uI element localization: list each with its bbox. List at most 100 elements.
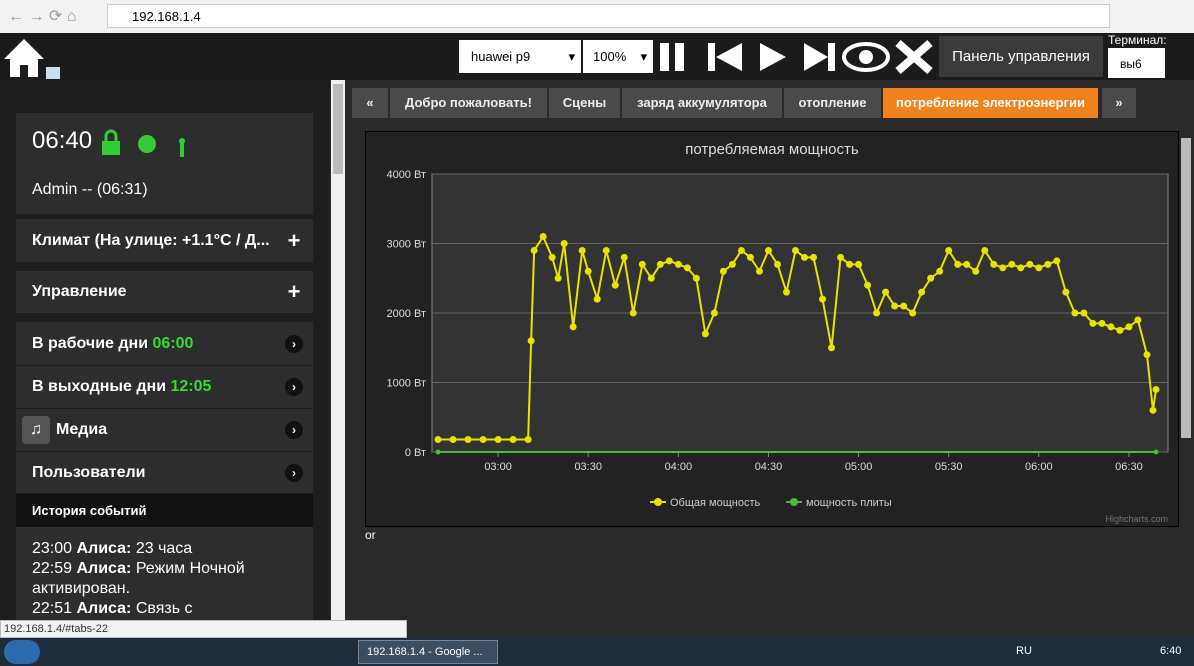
status-bar: 192.168.1.4/#tabs-22 [0,620,407,638]
tab[interactable]: заряд аккумулятора [622,88,782,118]
point [434,435,442,443]
event-text: 23 часа [135,540,193,557]
x-tick-label: 04:30 [755,461,783,473]
legend-label[interactable]: Общая мощность [670,497,760,509]
point [1143,351,1151,359]
point [954,260,962,268]
browser-task[interactable]: 192.168.1.4 - Google ... [358,640,498,664]
event: 22:51 Алиса: Связь с [32,599,297,619]
point [909,309,917,317]
point [846,260,854,268]
point [782,288,790,296]
clock-tray[interactable]: 6:40 [1160,645,1182,657]
point [1071,309,1079,317]
point [963,260,971,268]
media-controls[interactable] [658,39,938,75]
point [755,267,763,275]
point [683,264,691,272]
history-header: История событий [16,494,313,527]
clock: 06:40 [32,127,93,154]
legend-marker [790,498,798,506]
point [710,309,718,317]
device: huawei p9 [471,49,531,64]
tab[interactable]: « [352,88,388,118]
home-icon[interactable] [0,35,64,79]
point [719,267,727,275]
chart-title: потребляемая мощность [685,141,859,158]
point [810,253,818,261]
point [837,253,845,261]
point [891,302,899,310]
terminal-label: Терминал: [1108,33,1167,47]
point [1062,288,1070,296]
event-who: Алиса: [76,600,132,617]
tab[interactable]: Сцены [549,88,620,118]
lang[interactable]: RU [1016,645,1032,657]
point [1153,449,1159,455]
point [873,309,881,317]
point [1149,406,1157,414]
event: 23:00 Алиса: 23 часа [32,539,297,559]
point [665,257,673,265]
point [620,253,628,261]
point [548,253,556,261]
nav-buttons[interactable]: ← → ⟳ ⌂ [8,8,77,25]
media-item[interactable]: ♫ Медиа › [16,409,313,451]
y-tick-label: 1000 Вт [386,378,426,390]
y-tick-label: 2000 Вт [386,308,426,320]
users-item[interactable]: Пользователи › [16,452,313,493]
tab[interactable]: Добро пожаловать! [390,88,547,118]
point [464,435,472,443]
point [1134,316,1142,324]
climate-item[interactable]: Климат (На улице: +1.1°C / Д... + [16,219,313,262]
control-item[interactable]: Управление + [16,271,313,313]
start-button[interactable] [4,640,40,664]
tab[interactable]: » [1102,88,1136,118]
point [647,274,655,282]
point [479,435,487,443]
point [1080,309,1088,317]
point [1107,323,1115,331]
inner-scrollbar [1181,138,1191,438]
legend-label[interactable]: мощность плиты [806,497,892,509]
device-select[interactable]: huawei p9 ▾ [459,40,581,73]
point [435,449,441,455]
url-box[interactable]: 192.168.1.4 [107,4,1110,28]
task-title: 192.168.1.4 - Google ... [367,646,483,658]
point [728,260,736,268]
terminal-select[interactable]: вы6 [1108,48,1165,78]
y-tick-label: 3000 Вт [386,239,426,251]
credit: Highcharts.com [1105,514,1168,524]
terminal-value: вы6 [1120,57,1142,71]
point [1044,260,1052,268]
point [864,281,872,289]
point [855,260,863,268]
point [701,330,709,338]
point [737,246,745,254]
point [1035,264,1043,272]
legend-marker [654,498,662,506]
control-panel-button[interactable]: Панель управления [939,36,1103,77]
weekends: В выходные дни [32,378,167,395]
point [611,281,619,289]
point [1026,260,1034,268]
point [524,435,532,443]
weekends-item[interactable]: В выходные дни 12:05 › [16,366,313,408]
point [882,288,890,296]
point [791,246,799,254]
zoom-select[interactable]: 100% ▾ [583,40,653,73]
workdays-item[interactable]: В рабочие дни 06:00 › [16,322,313,365]
tab[interactable]: отопление [784,88,881,118]
user: Admin -- (06:31) [32,181,148,198]
weekends-time: 12:05 [170,378,212,395]
point [1098,319,1106,327]
point [1116,326,1124,334]
taskbar: 192.168.1.4 - Google ... RU 6:40 [0,638,1194,666]
point [900,302,908,310]
tab[interactable]: потребление электроэнергии [883,88,1098,118]
point [746,253,754,261]
events: 23:00 Алиса: 23 часа 22:59 Алиса: Режим Н… [16,527,313,638]
workdays-time: 06:00 [152,334,194,352]
point [554,274,562,282]
point [602,246,610,254]
